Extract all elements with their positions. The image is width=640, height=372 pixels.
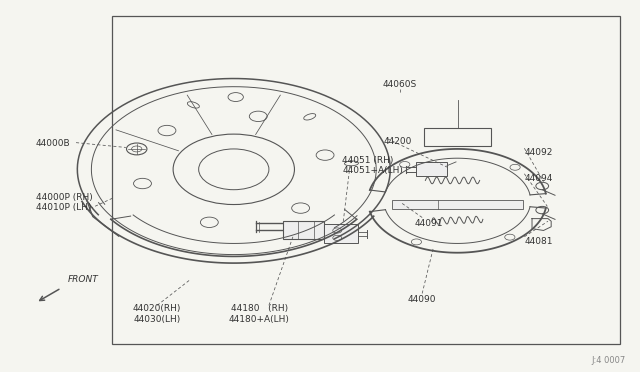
Text: 44000B: 44000B: [36, 139, 70, 148]
Text: 44091: 44091: [415, 219, 443, 228]
Text: FRONT: FRONT: [68, 275, 99, 284]
Text: 44092: 44092: [524, 148, 553, 157]
Bar: [424, 128, 491, 146]
Bar: [283, 221, 324, 238]
Text: 44081: 44081: [524, 237, 553, 246]
Text: 44200: 44200: [384, 137, 412, 146]
Text: 44090: 44090: [408, 295, 436, 304]
Text: 44180   (RH)
44180+A(LH): 44180 (RH) 44180+A(LH): [229, 304, 290, 324]
Text: 44000P (RH)
44010P (LH): 44000P (RH) 44010P (LH): [36, 193, 93, 212]
Text: J:4 0007: J:4 0007: [591, 356, 625, 365]
Text: 44020(RH)
44030(LH): 44020(RH) 44030(LH): [133, 304, 181, 324]
Text: 44051 (RH)
44051+A(LH): 44051 (RH) 44051+A(LH): [342, 156, 403, 175]
Bar: [417, 162, 447, 176]
Bar: [392, 200, 523, 209]
Bar: [324, 224, 358, 243]
Text: 44094: 44094: [524, 174, 553, 183]
Bar: [113, 16, 620, 343]
Text: 44060S: 44060S: [383, 80, 417, 89]
